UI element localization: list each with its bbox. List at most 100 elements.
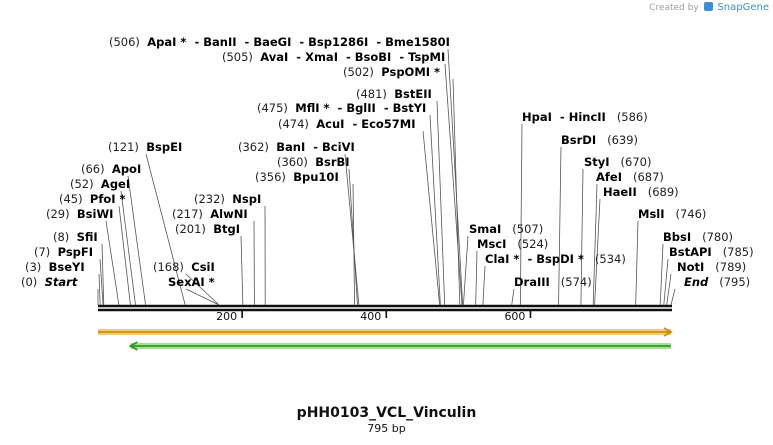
site-leader-line: [511, 288, 515, 306]
enzyme-name: Bme1580I: [385, 35, 450, 49]
site-position: (8): [53, 230, 70, 244]
enzyme-name: SmaI: [469, 222, 502, 236]
snapgene-brand: Created by SnapGene: [649, 2, 769, 13]
site-label: (8) SfiI: [53, 230, 98, 244]
site-position: (360): [277, 155, 308, 169]
green-feature-arrow: [128, 341, 138, 351]
site-position: (639): [607, 133, 639, 147]
site-leader-line: [352, 183, 355, 306]
site-label: (505) AvaI - XmaI - BsoBI - TspMI: [222, 50, 445, 64]
site-leader-line: [145, 153, 186, 306]
site-label: (168) CsiI: [153, 260, 215, 274]
separator: -: [186, 35, 204, 49]
site-position: (29): [46, 207, 70, 221]
separator: -: [305, 140, 323, 154]
enzyme-name: BglII: [346, 101, 376, 115]
site-position: (121): [108, 140, 139, 154]
site-label: StyI (670): [584, 155, 651, 169]
site-position: (534): [594, 252, 626, 266]
site-position: (168): [153, 260, 184, 274]
site-position: (505): [222, 50, 253, 64]
separator: -: [329, 101, 347, 115]
enzyme-name: BseYI: [48, 260, 85, 274]
site-position: (232): [194, 192, 225, 206]
site-label: (360) BsrBI: [277, 155, 350, 169]
site-position: (780): [702, 230, 734, 244]
site-label: BbsI (780): [663, 230, 733, 244]
site-leader-line: [118, 205, 131, 306]
site-position: (670): [620, 155, 652, 169]
site-position: (586): [616, 110, 648, 124]
site-leader-line: [475, 250, 478, 306]
site-leader-line: [447, 48, 464, 306]
site-label: (362) BanI - BciVI: [238, 140, 355, 154]
site-label: NotI (789): [677, 260, 746, 274]
site-leader-line: [185, 273, 220, 306]
enzyme-name: HaeII: [603, 185, 637, 199]
site-label: (201) BtgI: [175, 222, 240, 236]
site-label: (356) Bpu10I: [255, 170, 339, 184]
snapgene-logo-icon: [703, 2, 713, 11]
separator: -: [551, 110, 569, 124]
separator: -: [368, 35, 386, 49]
plasmid-title: pHH0103_VCL_Vinculin: [296, 405, 477, 421]
site-position: (506): [109, 35, 140, 49]
separator: -: [391, 50, 409, 64]
site-leader-line: [670, 288, 676, 306]
site-label: (52) AgeI: [70, 177, 130, 191]
enzyme-name: BstEII: [394, 87, 432, 101]
enzyme-name: SfiI: [76, 230, 98, 244]
enzyme-name: XmaI: [305, 50, 338, 64]
site-label: (506) ApaI * - BanII - BaeGI - Bsp1286I …: [109, 35, 450, 49]
enzyme-name: SexAI *: [168, 275, 215, 289]
orange-feature-arrow: [663, 327, 673, 337]
enzyme-name: DraIII: [514, 275, 550, 289]
site-position: (474): [278, 117, 309, 131]
site-label: (481) BstEII: [356, 87, 432, 101]
separator: -: [375, 101, 393, 115]
site-position: (795): [719, 275, 751, 289]
site-leader-line: [185, 288, 220, 306]
site-position: (356): [255, 170, 286, 184]
site-position: (507): [512, 222, 544, 236]
enzyme-name: CsiI: [191, 260, 215, 274]
enzyme-name: AcuI: [316, 117, 345, 131]
axis-tick-label: 400: [360, 310, 382, 323]
site-position: (746): [675, 207, 707, 221]
site-label: ClaI * - BspDI * (534): [485, 252, 626, 266]
site-label: (232) NspI: [194, 192, 261, 206]
enzyme-name: MscI: [477, 237, 507, 251]
site-label: BstAPI (785): [669, 245, 754, 259]
enzyme-name: MslI: [638, 207, 665, 221]
site-position: (217): [172, 207, 203, 221]
enzyme-name: BsrDI: [561, 133, 597, 147]
site-leader-line: [519, 123, 523, 306]
enzyme-name: HpaI: [522, 110, 552, 124]
site-leader-line: [436, 100, 446, 306]
site-leader-line: [348, 168, 358, 306]
plasmid-length: 795 bp: [367, 422, 406, 435]
site-leader-line: [422, 130, 441, 306]
site-label: HpaI - HincII (586): [522, 110, 648, 124]
enzyme-name: PspOMI *: [381, 65, 441, 79]
enzyme-name: BspEI: [146, 140, 183, 154]
site-leader-line: [482, 265, 486, 306]
enzyme-name: Eco57MI: [361, 117, 416, 131]
site-position: (45): [59, 192, 83, 206]
site-label: MscI (524): [477, 237, 548, 251]
enzyme-name: ApaI *: [147, 35, 187, 49]
enzyme-name: BstYI: [392, 101, 427, 115]
enzyme-name: PfoI *: [89, 192, 126, 206]
enzyme-name: BanII: [203, 35, 237, 49]
site-leader-line: [452, 78, 461, 306]
enzyme-name: AlwNI: [210, 207, 248, 221]
site-position: (689): [647, 185, 679, 199]
site-leader-line: [240, 235, 244, 306]
site-label: MslI (746): [638, 207, 706, 221]
site-label: (121) BspEI: [108, 140, 182, 154]
site-label: BsrDI (639): [561, 133, 638, 147]
site-leader-line: [663, 258, 669, 306]
site-label: (3) BseYI: [25, 260, 85, 274]
